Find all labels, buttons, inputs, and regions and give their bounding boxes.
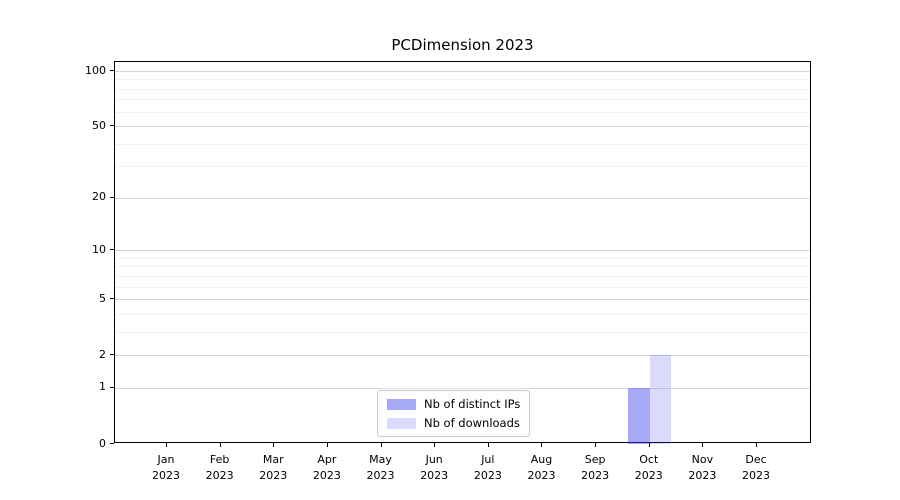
y-tick-label: 100 (85, 63, 106, 77)
gridline-major (115, 197, 810, 199)
x-tick-label: Feb 2023 (205, 453, 234, 482)
x-tick-label: Apr 2023 (312, 453, 341, 482)
bar-nb-of-downloads (649, 355, 672, 444)
x-tick-label: Jan 2023 (152, 453, 180, 482)
gridline-minor (115, 266, 810, 268)
legend-item: Nb of distinct IPs (387, 397, 520, 411)
y-tick-label: 2 (99, 347, 106, 361)
x-tick-mark (166, 443, 167, 447)
y-tick-mark (110, 387, 114, 388)
x-tick-label: Mar 2023 (259, 453, 288, 482)
x-tick-mark (381, 443, 382, 447)
y-tick-label: 10 (92, 242, 106, 256)
gridline-major (115, 355, 810, 357)
x-tick-mark (649, 443, 650, 447)
y-tick-label: 1 (99, 380, 106, 394)
gridline-major (115, 250, 810, 252)
gridline-major (115, 126, 810, 128)
y-tick-label: 20 (92, 190, 106, 204)
gridline-minor (115, 79, 810, 81)
legend: Nb of distinct IPs Nb of downloads (377, 390, 531, 437)
y-tick-mark (110, 125, 114, 126)
gridline-minor (115, 88, 810, 90)
x-tick-mark (327, 443, 328, 447)
x-tick-mark (756, 443, 757, 447)
y-tick-mark (110, 298, 114, 299)
x-tick-mark (273, 443, 274, 447)
x-tick-label: Nov 2023 (688, 453, 717, 482)
x-tick-label: Jun 2023 (420, 453, 449, 482)
gridline-major (115, 71, 810, 72)
y-tick-mark (110, 70, 114, 71)
gridline-minor (115, 313, 810, 315)
y-tick-label: 0 (99, 436, 106, 450)
x-tick-label: Jul 2023 (473, 453, 502, 482)
x-tick-mark (220, 443, 221, 447)
gridline-major (115, 299, 810, 301)
legend-item: Nb of downloads (387, 416, 520, 430)
y-tick-label: 5 (99, 291, 106, 305)
legend-label: Nb of distinct IPs (424, 397, 521, 411)
chart-title: PCDimension 2023 (391, 36, 534, 54)
gridline-minor (115, 331, 810, 333)
x-tick-label: Oct 2023 (634, 453, 663, 482)
gridline-minor (115, 286, 810, 288)
x-tick-label: Sep 2023 (581, 453, 610, 482)
gridline-major (115, 387, 810, 389)
y-tick-mark (110, 249, 114, 250)
legend-label: Nb of downloads (424, 416, 520, 430)
y-tick-mark (110, 197, 114, 198)
x-tick-label: Dec 2023 (742, 453, 771, 482)
y-tick-mark (110, 354, 114, 355)
gridline-minor (115, 99, 810, 101)
x-tick-mark (434, 443, 435, 447)
gridline-minor (115, 143, 810, 145)
x-tick-mark (595, 443, 596, 447)
x-tick-mark (702, 443, 703, 447)
y-tick-label: 50 (92, 118, 106, 132)
x-tick-mark (541, 443, 542, 447)
plot-area (114, 61, 811, 444)
bar-nb-of-distinct-ips (628, 387, 650, 444)
legend-swatch-nb-of-distinct-ips (387, 398, 416, 410)
gridline-minor (115, 275, 810, 277)
x-tick-label: Aug 2023 (527, 453, 556, 482)
x-tick-label: May 2023 (366, 453, 395, 482)
x-tick-mark (488, 443, 489, 447)
gridline-minor (115, 166, 810, 168)
legend-swatch-nb-of-downloads (387, 417, 416, 429)
gridline-minor (115, 257, 810, 259)
y-axis-tick-labels: 0 1 2 5 10 20 50 100 (0, 0, 106, 500)
y-tick-mark (110, 443, 114, 444)
gridline-minor (115, 111, 810, 113)
